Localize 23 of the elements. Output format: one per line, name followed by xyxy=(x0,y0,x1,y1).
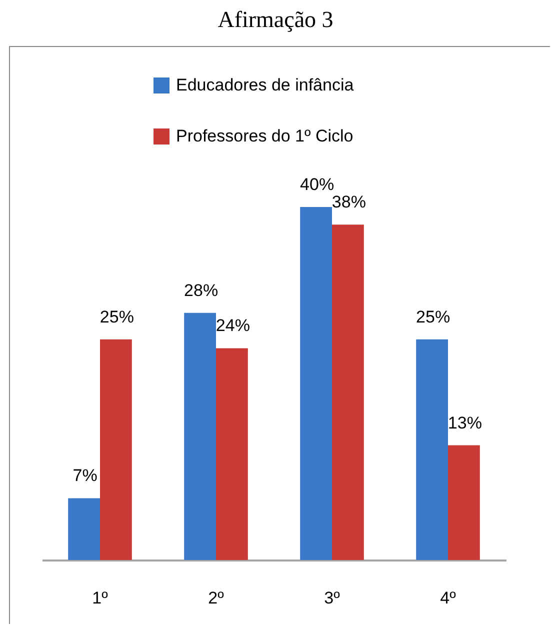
legend-label: Educadores de infância xyxy=(176,76,354,94)
bar xyxy=(416,339,448,560)
x-tick-label: 3º xyxy=(324,588,340,608)
data-label: 25% xyxy=(416,307,450,326)
data-label: 28% xyxy=(184,280,218,300)
x-tick-label: 2º xyxy=(208,588,224,608)
x-tick-label: 4º xyxy=(440,588,456,608)
data-label: 13% xyxy=(448,413,482,432)
chart-title: Afirmação 3 xyxy=(216,6,334,34)
bar xyxy=(300,207,332,560)
bar xyxy=(100,339,132,560)
data-label: 38% xyxy=(332,192,366,212)
data-label: 7% xyxy=(72,466,98,486)
legend-label: Professores do 1º Ciclo xyxy=(176,126,354,146)
data-label: 40% xyxy=(300,175,334,194)
bar xyxy=(448,445,480,560)
data-label: 25% xyxy=(100,307,134,326)
bar xyxy=(332,224,364,560)
bar xyxy=(184,312,216,560)
data-label: 24% xyxy=(216,316,250,336)
x-tick-label: 1º xyxy=(92,588,108,608)
bar xyxy=(68,498,100,560)
bar xyxy=(216,348,248,560)
